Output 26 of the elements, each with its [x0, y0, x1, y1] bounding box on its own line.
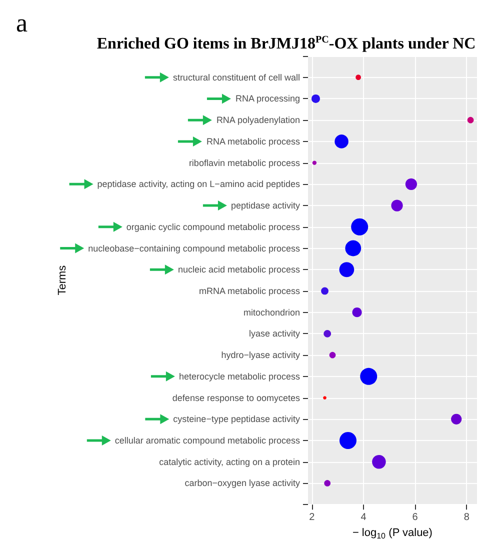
- y-tick-label: structural constituent of cell wall: [172, 72, 300, 82]
- text: a: [16, 8, 28, 38]
- x-tick-label: 2: [309, 512, 316, 524]
- x-tick-label: 8: [464, 512, 470, 524]
- y-tick-label: organic cyclic compound metabolic process: [126, 222, 300, 232]
- y-tick-label: mRNA metabolic process: [198, 286, 300, 296]
- x-tick-label: 4: [360, 512, 367, 524]
- y-tick-label: defense response to oomycetes: [172, 392, 300, 403]
- y-tick-label: cysteine−type peptidase activity: [173, 414, 300, 424]
- y-tick-label: nucleic acid metabolic process: [178, 264, 300, 275]
- y-tick-label: RNA metabolic process: [206, 136, 300, 146]
- y-tick-label: cellular aromatic compound metabolic process: [114, 436, 300, 446]
- y-tick-label: catalytic activity, acting on a protein: [159, 456, 300, 467]
- y-tick-label: hydro−lyase activity: [221, 350, 300, 360]
- x-tick-label: 6: [412, 512, 418, 524]
- y-tick-label: nucleobase−containing compound metabolic process: [88, 243, 300, 254]
- y-axis-title: Terms: [56, 264, 68, 296]
- y-tick-label: heterocycle metabolic process: [178, 371, 300, 382]
- y-tick-label: riboflavin metabolic process: [188, 158, 300, 168]
- y-tick-label: mitochondrion: [243, 307, 300, 318]
- y-tick-label: lyase activity: [248, 328, 300, 339]
- y-tick-label: RNA polyadenylation: [216, 115, 300, 126]
- y-tick-label: RNA processing: [235, 94, 300, 104]
- y-tick-label: carbon−oxygen lyase activity: [184, 478, 300, 488]
- y-tick-label: peptidase activity: [230, 200, 300, 211]
- y-tick-label: peptidase activity, acting on L−amino acid peptides: [97, 179, 300, 190]
